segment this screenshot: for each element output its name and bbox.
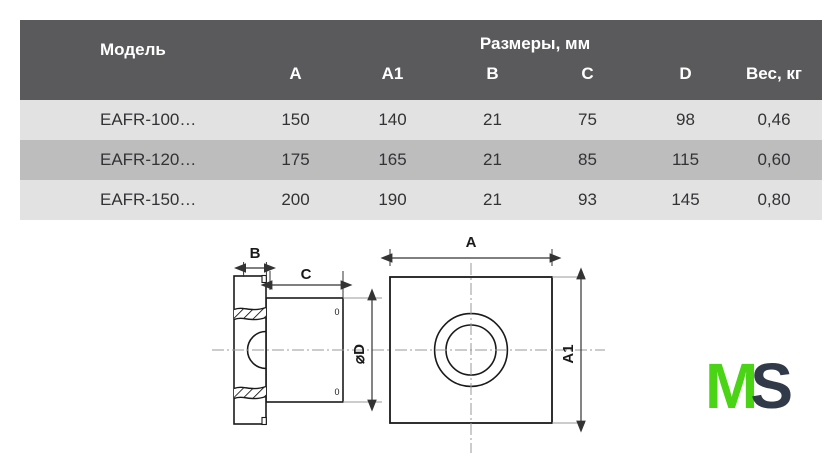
svg-text:⌀D: ⌀D xyxy=(351,344,368,364)
svg-text:0: 0 xyxy=(334,307,339,317)
svg-text:0: 0 xyxy=(334,387,339,397)
svg-text:C: C xyxy=(301,266,312,283)
svg-text:B: B xyxy=(250,245,261,262)
svg-text:A: A xyxy=(466,234,477,251)
svg-text:A1: A1 xyxy=(560,344,577,363)
